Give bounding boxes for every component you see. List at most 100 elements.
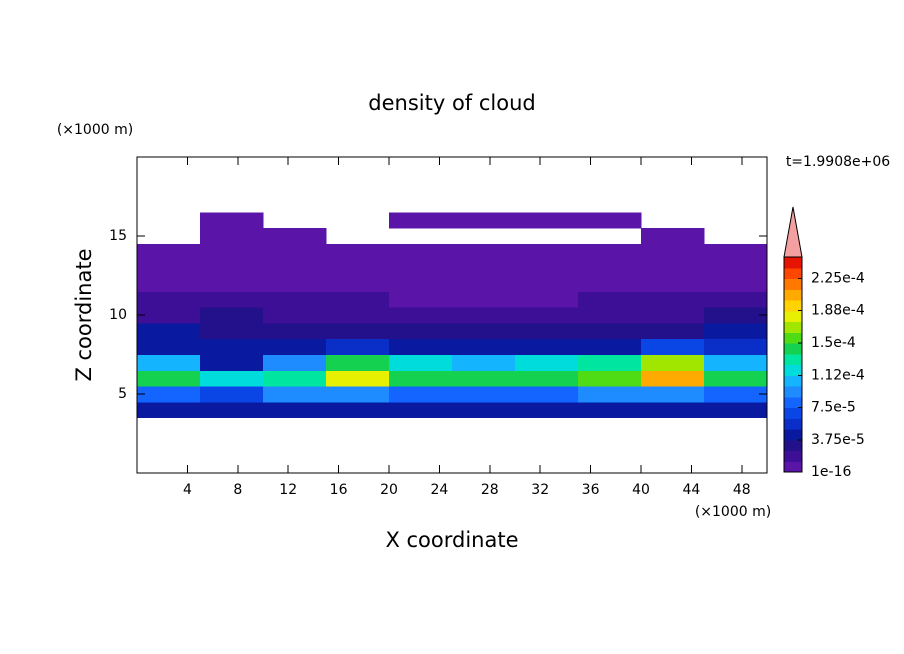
contour-cell [263, 338, 327, 355]
colorbar-band [784, 332, 802, 344]
colorbar-tick-label: 1.88e-4 [811, 302, 865, 318]
contour-cell [389, 212, 453, 229]
contour-cell [578, 370, 642, 387]
x-tick-label: 24 [430, 482, 448, 498]
contour-cell [704, 370, 768, 387]
contour-cell [263, 307, 327, 324]
contour-cell [326, 307, 390, 324]
contour-cell [326, 401, 390, 419]
contour-cell [515, 275, 579, 292]
contour-cell [200, 275, 264, 292]
contour-cell [326, 243, 390, 261]
contour-cell [515, 338, 579, 355]
contour-cell [137, 275, 201, 292]
colorbar-band [784, 289, 802, 301]
contour-cell [137, 259, 201, 276]
contour-cell [704, 259, 768, 276]
colorbar-band [784, 353, 802, 365]
contour-cell [704, 401, 768, 419]
y-tick-label: 15 [109, 228, 127, 244]
contour-cell [704, 275, 768, 292]
contour-cell [200, 307, 264, 324]
contour-cell [263, 243, 327, 261]
contour-cell [263, 386, 327, 403]
contour-cell [515, 401, 579, 419]
annotation: t=1.9908e+06 [786, 154, 890, 170]
colorbar-tick-label: 2.25e-4 [811, 271, 865, 287]
contour-cell [452, 401, 516, 419]
colorbar-tick-label: 7.5e-5 [811, 400, 856, 416]
contour-cell [578, 259, 642, 276]
y-unit: (×1000 m) [57, 122, 133, 138]
contour-cell [263, 291, 327, 308]
colorbar-frame [783, 256, 803, 473]
contour-cell [137, 243, 201, 261]
colorbar-band [784, 267, 802, 279]
contour-cell [704, 291, 768, 308]
contour-cell [389, 322, 453, 340]
x-tick-label: 16 [330, 482, 348, 498]
colorbar-band [784, 310, 802, 322]
contour-cell [641, 291, 705, 308]
contour-cell [326, 275, 390, 292]
colorbar-tick-label: 1.12e-4 [811, 368, 865, 384]
contour-cell [515, 212, 579, 229]
contour-cell [515, 386, 579, 403]
colorbar-band [784, 278, 802, 290]
contour-cell [200, 354, 264, 371]
contour-cell [641, 228, 705, 245]
colorbar-band [784, 450, 802, 462]
contour-cell [137, 370, 201, 387]
contour-cell [452, 354, 516, 371]
contour-cell [704, 354, 768, 371]
colorbar-band [784, 407, 802, 419]
contour-cell [200, 243, 264, 261]
y-tick-label: 5 [118, 386, 127, 402]
contour-cell [578, 243, 642, 261]
contour-cell [389, 370, 453, 387]
x-tick-label: 44 [682, 482, 700, 498]
contour-cell [326, 322, 390, 340]
y-tick-label: 10 [109, 307, 127, 323]
contour-cell [389, 259, 453, 276]
contour-cell [263, 228, 327, 245]
contour-cell [452, 259, 516, 276]
x-tick-label: 28 [481, 482, 499, 498]
contour-cell [641, 386, 705, 403]
contour-cell [515, 370, 579, 387]
contour-cell [137, 338, 201, 355]
contour-cell [515, 354, 579, 371]
x-axis-label: X coordinate [385, 528, 518, 552]
contour-cell [389, 386, 453, 403]
contour-cell [263, 259, 327, 276]
contour-cell [263, 354, 327, 371]
colorbar-tick-label: 1e-16 [811, 464, 851, 480]
y-axis-label: Z coordinate [72, 248, 96, 381]
contour-cell [641, 354, 705, 371]
contour-cell [515, 307, 579, 324]
contour-cell [326, 259, 390, 276]
contour-cell [641, 401, 705, 419]
contour-cell [263, 401, 327, 419]
colorbar-band [784, 364, 802, 376]
contour-cell [704, 243, 768, 261]
contour-cell [137, 322, 201, 340]
contour-cell [200, 228, 264, 245]
contour-cell [137, 386, 201, 403]
contour-cell [389, 275, 453, 292]
contour-cell [515, 322, 579, 340]
contour-cell [137, 307, 201, 324]
colorbar-band [784, 439, 802, 451]
contour-cell [578, 322, 642, 340]
contour-cell [389, 291, 453, 308]
contour-cell [578, 401, 642, 419]
chart-title: density of cloud [368, 91, 535, 115]
contour-cell [641, 243, 705, 261]
x-tick-label: 12 [279, 482, 297, 498]
colorbar-band [784, 396, 802, 408]
contour-cell [452, 212, 516, 229]
colorbar-band [784, 375, 802, 387]
contour-cell [137, 401, 201, 419]
x-tick-label: 4 [183, 482, 192, 498]
